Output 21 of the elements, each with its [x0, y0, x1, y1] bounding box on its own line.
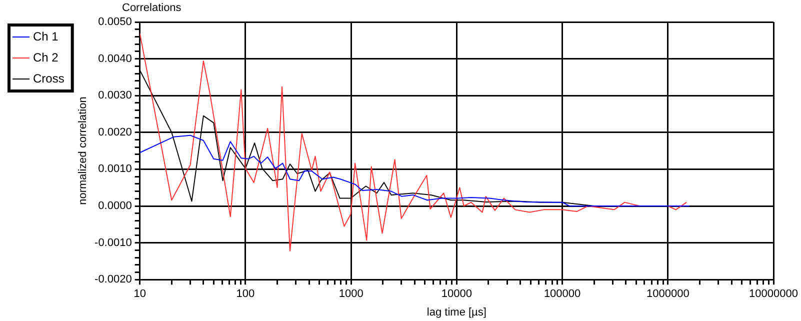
y-axis-title: normalized correlation: [76, 96, 89, 205]
x-tick-label: 10000: [441, 288, 472, 300]
legend-label: Cross: [33, 71, 64, 86]
y-tick-label: -0.0010: [94, 236, 132, 249]
y-tick-label: -0.0020: [94, 274, 132, 286]
y-tick-label: 0.0030: [98, 90, 132, 102]
y-tick-label: 0.0010: [98, 163, 132, 176]
x-tick-label: 1000: [338, 288, 364, 300]
x-tick-label: 100000: [544, 288, 581, 300]
y-tick-label: 0.0000: [98, 200, 132, 212]
y-tick-label: 0.0040: [98, 52, 132, 65]
y-tick-label: 0.0020: [98, 126, 132, 138]
y-tick-label: 0.0050: [98, 16, 132, 28]
legend-label: Ch 1: [33, 29, 59, 44]
legend-label: Ch 2: [33, 50, 59, 64]
x-axis-title: lag time [µs]: [426, 306, 486, 318]
x-tick-label: 100: [236, 288, 255, 300]
x-tick-label: 10000000: [749, 288, 798, 300]
chart-title: Correlations: [122, 2, 182, 14]
x-tick-label: 10: [134, 288, 146, 300]
x-tick-label: 1000000: [646, 288, 690, 300]
